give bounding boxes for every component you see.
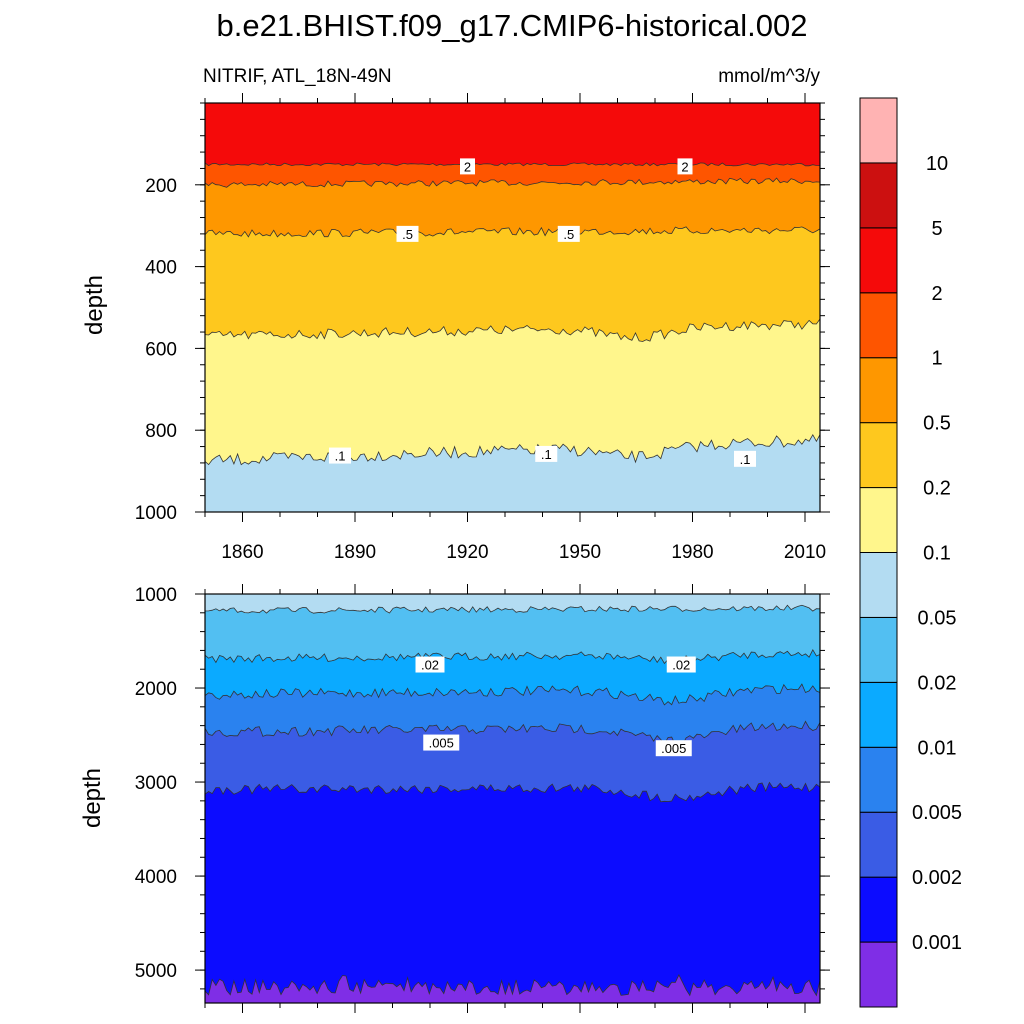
contour-label: .1 xyxy=(734,450,756,467)
y-tick-label: 4000 xyxy=(135,867,177,888)
plot-frame xyxy=(204,102,821,513)
colorbar-swatch xyxy=(859,97,898,164)
x-tick-label: 1950 xyxy=(559,542,601,563)
contour-line xyxy=(205,720,820,746)
y-tick-label: 1000 xyxy=(135,503,177,524)
colorbar-label: 0.01 xyxy=(918,737,957,759)
colorbar-label: 0.001 xyxy=(912,932,962,954)
contour-label: 2 xyxy=(677,158,693,175)
colorbar-legend: 0.001 0.002 0.005 0.01 0.02 0.05 0.1 0.2 0.5 1 2 5 1… xyxy=(859,97,962,1008)
x-tick-label: 2010 xyxy=(784,542,826,563)
contour-label: .5 xyxy=(557,225,580,242)
colorbar-label: 0.002 xyxy=(912,867,962,889)
contour-line xyxy=(205,781,820,803)
colorbar-label: 2 xyxy=(931,283,942,305)
y-tick-label: 3000 xyxy=(135,773,177,794)
contour-label-text: .5 xyxy=(563,227,574,242)
colorbar-label: 0.005 xyxy=(912,802,962,824)
colorbar-swatch xyxy=(859,292,898,359)
contour-label: .1 xyxy=(535,445,558,462)
colorbar-swatch xyxy=(859,487,898,554)
contour-line xyxy=(205,648,820,665)
contour-line xyxy=(205,683,820,706)
contour-line xyxy=(205,177,820,188)
contour-label-text: .1 xyxy=(541,447,552,462)
variable-region-label: NITRIF, ATL_18N-49N xyxy=(203,66,392,87)
contour-line xyxy=(205,604,820,614)
contour-label: .005 xyxy=(655,740,692,757)
chart-title: b.e21.BHIST.f09_g17.CMIP6-historical.002 xyxy=(216,8,807,43)
contour-line xyxy=(205,433,820,466)
colorbar-label: 0.5 xyxy=(923,413,951,435)
contour-label-text: .005 xyxy=(661,741,686,756)
contour-band xyxy=(205,974,820,1003)
x-tick-label: 1860 xyxy=(221,542,263,563)
contour-line xyxy=(205,318,820,342)
contour-label: 2 xyxy=(460,158,475,175)
contour-label-text: 2 xyxy=(681,159,688,174)
colorbar-label: 0.2 xyxy=(923,478,951,500)
colorbar-swatch xyxy=(859,681,898,748)
y-tick-label: 5000 xyxy=(135,961,177,982)
colorbar-label: 0.02 xyxy=(918,672,957,694)
lower-y-axis-label: depth xyxy=(79,768,106,828)
y-tick-label: 1000 xyxy=(135,585,177,606)
contour-band xyxy=(205,434,820,512)
contour-label: .02 xyxy=(415,656,445,673)
y-tick-label: 800 xyxy=(145,421,177,442)
contour-line xyxy=(205,226,820,238)
contour-label-text: .02 xyxy=(421,658,439,673)
colorbar-label: 0.05 xyxy=(918,607,957,629)
contour-label: .5 xyxy=(396,225,419,242)
contour-label-text: .02 xyxy=(672,658,690,673)
contour-line xyxy=(205,973,820,997)
units-label: mmol/m^3/y xyxy=(718,66,820,87)
contour-line xyxy=(205,162,820,167)
colorbar-label: 10 xyxy=(926,153,948,175)
colorbar-label: 5 xyxy=(931,218,942,240)
contour-label-text: .1 xyxy=(335,449,346,464)
x-tick-label: 1920 xyxy=(446,542,488,563)
colorbar-label: 0.1 xyxy=(923,543,951,565)
colorbar-swatch xyxy=(859,616,898,683)
y-tick-label: 600 xyxy=(145,339,177,360)
colorbar-swatch xyxy=(859,162,898,229)
colorbar-swatch xyxy=(859,876,898,943)
colorbar-swatch xyxy=(859,941,898,1008)
y-tick-label: 2000 xyxy=(135,679,177,700)
colorbar-swatch xyxy=(859,811,898,878)
y-tick-label: 200 xyxy=(145,176,177,197)
contour-label-text: .5 xyxy=(402,227,413,242)
colorbar-swatch xyxy=(859,552,898,618)
contour-label-text: .1 xyxy=(740,452,751,467)
x-tick-label: 1890 xyxy=(334,542,376,563)
colorbar-label: 1 xyxy=(931,348,942,370)
upper-y-axis-label: depth xyxy=(81,275,108,335)
colorbar-swatch xyxy=(859,746,898,813)
contour-label-text: 2 xyxy=(464,159,471,174)
colorbar-swatch xyxy=(859,227,898,294)
contour-label: .005 xyxy=(423,734,460,751)
x-tick-label: 1980 xyxy=(671,542,713,563)
colorbar-swatch xyxy=(859,357,898,424)
contour-label: .02 xyxy=(666,656,696,673)
contour-label-text: .005 xyxy=(429,736,454,751)
lower-depth-panel: .02 .02 .005 .005 1000 2000 3000 4000 5000 xyxy=(135,584,830,1013)
upper-depth-panel: 2 2 .5 .5 .1 .1 .1 1860 1890 1920 1950 1980 2010 200 4… xyxy=(135,93,830,563)
y-tick-label: 400 xyxy=(145,258,177,279)
contour-band xyxy=(205,782,820,1003)
colorbar-swatch xyxy=(859,422,898,489)
contour-label: .1 xyxy=(329,447,351,464)
plot-frame xyxy=(204,593,821,1004)
